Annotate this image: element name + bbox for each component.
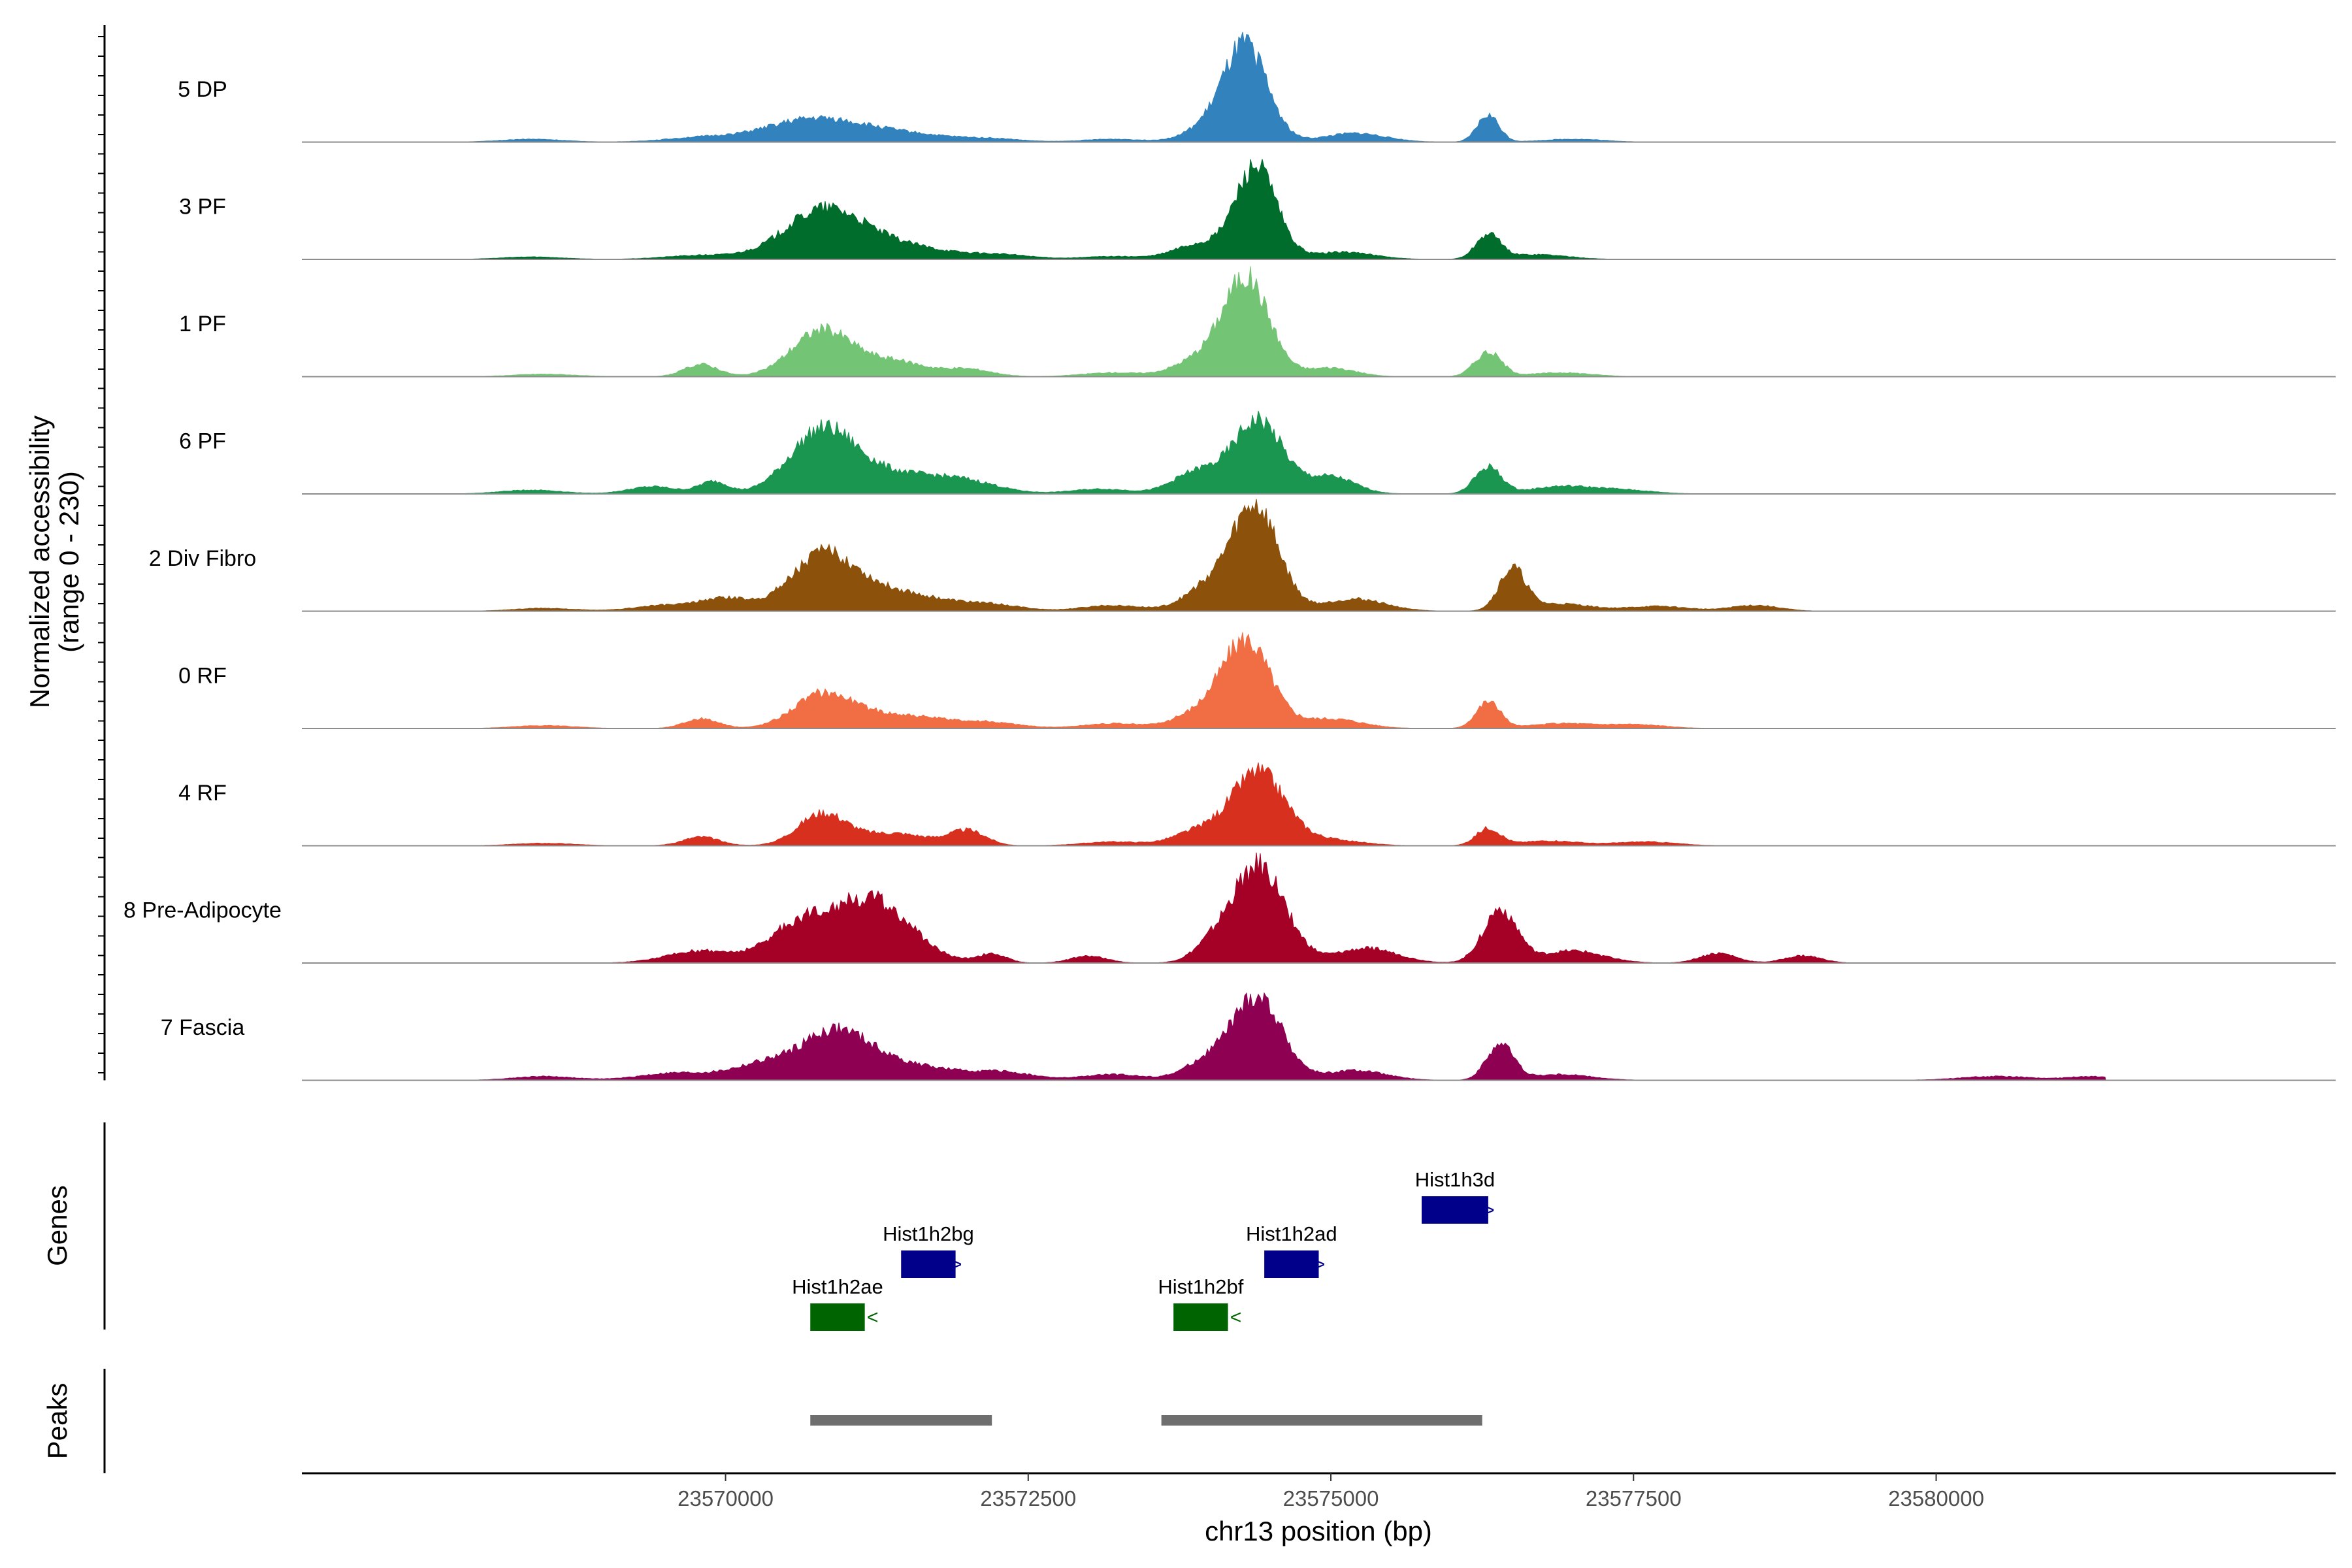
track-label: 1 PF <box>179 312 226 336</box>
gene-hist1h2bf: < Hist1h2bf <box>1158 1275 1244 1331</box>
peak-region <box>810 1415 992 1426</box>
track-4-rf: 4 RF <box>178 762 2336 847</box>
track-label: 2 Div Fibro <box>149 546 256 571</box>
track-1-pf: 1 PF <box>179 266 2336 378</box>
gene-body <box>901 1250 956 1278</box>
peak-region <box>1161 1415 1482 1426</box>
coverage-area <box>302 762 2106 847</box>
gene-label: Hist1h2ae <box>792 1275 883 1298</box>
gene-annotations: < Hist1h2ae > Hist1h2bg < Hist1h2bf > Hist1h2ad… <box>792 1168 1495 1331</box>
coverage-area <box>302 410 2106 495</box>
gene-label: Hist1h2bf <box>1158 1275 1243 1298</box>
coverage-tracks: 5 DP 3 PF 1 PF 6 PF 2 Div Fibro 0 RF 4 RF 8 Pre… <box>98 25 2336 1081</box>
gene-hist1h3d: > Hist1h3d <box>1415 1168 1495 1224</box>
strand-arrow-icon: < <box>867 1307 879 1328</box>
track-label: 7 Fascia <box>161 1015 245 1040</box>
strand-arrow-icon: > <box>1483 1200 1495 1221</box>
track-label: 6 PF <box>179 429 226 454</box>
track-label: 5 DP <box>178 77 227 102</box>
track-5-dp: 5 DP <box>178 31 2336 143</box>
gene-body <box>1173 1303 1228 1331</box>
gene-hist1h2bg: > Hist1h2bg <box>883 1222 974 1278</box>
track-8-pre-adipocyte: 8 Pre-Adipocyte <box>123 853 2336 964</box>
x-tick-label: 23577500 <box>1586 1486 1682 1511</box>
y-axis-title: Normalized accessibility <box>24 416 55 708</box>
strand-arrow-icon: < <box>1230 1307 1242 1328</box>
coverage-area <box>302 498 2106 612</box>
coverage-area <box>302 853 2106 964</box>
peak-regions <box>810 1415 1482 1426</box>
x-axis-title: chr13 position (bp) <box>1205 1516 1432 1546</box>
track-3-pf: 3 PF <box>179 159 2336 260</box>
genes-track-title: Genes <box>42 1185 73 1266</box>
gene-body <box>1264 1250 1319 1278</box>
gene-hist1h2ae: < Hist1h2ae <box>792 1275 883 1331</box>
track-7-fascia: 7 Fascia <box>161 992 2336 1081</box>
strand-arrow-icon: > <box>1314 1254 1326 1275</box>
track-label: 3 PF <box>179 195 226 220</box>
coverage-area <box>302 266 2106 378</box>
track-0-rf: 0 RF <box>178 632 2336 729</box>
gene-label: Hist1h3d <box>1415 1168 1495 1191</box>
peaks-track-title: Peaks <box>42 1383 73 1460</box>
track-label: 0 RF <box>178 664 227 689</box>
track-6-pf: 6 PF <box>179 410 2336 495</box>
track-2-div-fibro: 2 Div Fibro <box>149 498 2336 612</box>
x-tick-label: 23572500 <box>980 1486 1076 1511</box>
track-label: 8 Pre-Adipocyte <box>123 898 282 923</box>
gene-body <box>810 1303 865 1331</box>
x-tick-label: 23570000 <box>678 1486 774 1511</box>
gene-label: Hist1h2ad <box>1246 1222 1337 1245</box>
gene-label: Hist1h2bg <box>883 1222 974 1245</box>
x-axis-ticks: 23570000 23572500 23575000 23577500 23580000 <box>678 1473 1984 1511</box>
coverage-area <box>302 992 2106 1081</box>
gene-body <box>1422 1196 1488 1224</box>
strand-arrow-icon: > <box>951 1254 962 1275</box>
x-tick-label: 23580000 <box>1888 1486 1984 1511</box>
y-axis-range: (range 0 - 230) <box>54 471 84 653</box>
track-label: 4 RF <box>178 781 227 806</box>
coverage-area <box>302 632 2106 729</box>
x-tick-label: 23575000 <box>1283 1486 1379 1511</box>
gene-hist1h2ad: > Hist1h2ad <box>1246 1222 1337 1278</box>
coverage-area <box>302 31 2106 143</box>
coverage-area <box>302 159 2106 260</box>
